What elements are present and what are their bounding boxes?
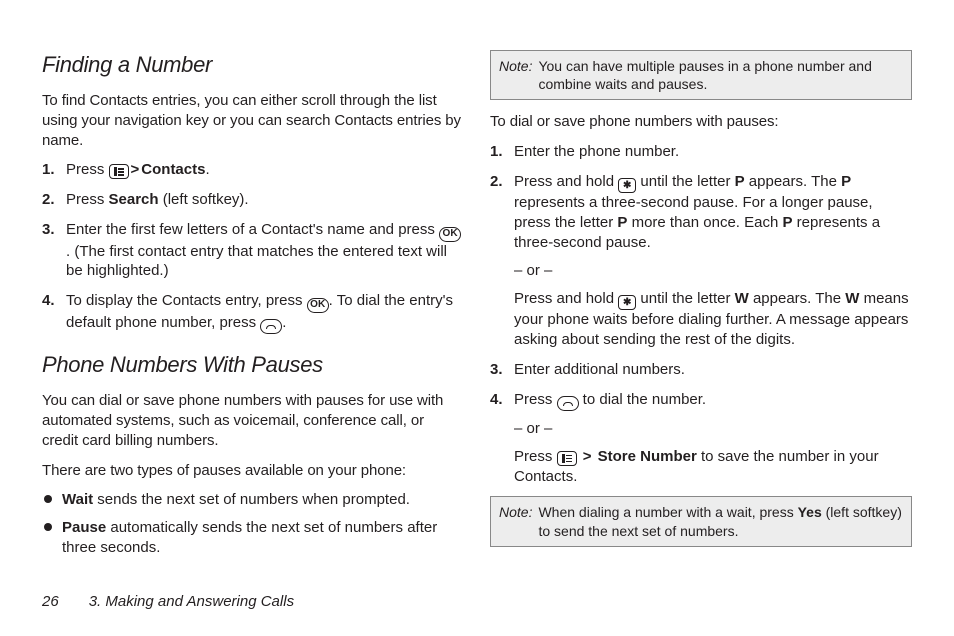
step-tail: . bbox=[282, 314, 286, 331]
w-letter: W bbox=[735, 290, 749, 307]
pause-types-list: Wait sends the next set of numbers when … bbox=[42, 490, 464, 557]
yes-bold: Yes bbox=[798, 504, 822, 520]
t: Press and hold bbox=[514, 290, 618, 307]
step-text: Enter the first few letters of a Contact… bbox=[66, 221, 439, 238]
step-text: Press bbox=[66, 191, 109, 208]
section-title: 3. Making and Answering Calls bbox=[89, 593, 294, 610]
page-footer: 26 3. Making and Answering Calls bbox=[42, 593, 294, 610]
list-item: Wait sends the next set of numbers when … bbox=[42, 490, 464, 510]
pause-rest: automatically sends the next set of numb… bbox=[62, 519, 437, 556]
steps-finding: 1. Press >Contacts. 2. Press Search (lef… bbox=[42, 160, 464, 334]
heading-pauses: Phone Numbers With Pauses bbox=[42, 350, 464, 379]
step-tail: . bbox=[205, 161, 209, 178]
note-label: Note: bbox=[499, 57, 532, 93]
note-text: When dialing a number with a wait, press… bbox=[538, 503, 903, 539]
list-item: Pause automatically sends the next set o… bbox=[42, 518, 464, 558]
note-box-1: Note: You can have multiple pauses in a … bbox=[490, 50, 912, 100]
step-num: 3. bbox=[490, 360, 503, 380]
w-letter: W bbox=[845, 290, 859, 307]
step-num: 4. bbox=[490, 390, 503, 410]
step-2: 2. Press Search (left softkey). bbox=[42, 190, 464, 210]
menu-key-icon bbox=[109, 164, 129, 179]
ok-key-icon: OK bbox=[307, 298, 329, 313]
page-number: 26 bbox=[42, 593, 59, 610]
breadcrumb-gt: > bbox=[583, 448, 592, 465]
step-1: 1. Enter the phone number. bbox=[490, 142, 912, 162]
t: appears. The bbox=[745, 173, 841, 190]
p-letter: P bbox=[841, 173, 851, 190]
step-num: 4. bbox=[42, 291, 55, 311]
step-text: Enter the phone number. bbox=[514, 143, 679, 160]
step-text: Press and hold bbox=[514, 173, 618, 190]
left-column: Finding a Number To find Contacts entrie… bbox=[42, 50, 464, 580]
or-separator: – or – bbox=[514, 419, 912, 439]
step-tail: (left softkey). bbox=[159, 191, 249, 208]
heading-finding-number: Finding a Number bbox=[42, 50, 464, 79]
pause-bold: Pause bbox=[62, 519, 106, 536]
page-columns: Finding a Number To find Contacts entrie… bbox=[42, 50, 912, 580]
step-text: To display the Contacts entry, press bbox=[66, 292, 307, 309]
note-text: You can have multiple pauses in a phone … bbox=[538, 57, 903, 93]
wait-rest: sends the next set of numbers when promp… bbox=[93, 491, 410, 508]
note-label: Note: bbox=[499, 503, 532, 539]
or-separator: – or – bbox=[514, 261, 912, 281]
step-num: 2. bbox=[42, 190, 55, 210]
search-bold: Search bbox=[109, 191, 159, 208]
star-key-icon: ✱ bbox=[618, 295, 636, 310]
t: Press bbox=[514, 391, 557, 408]
step-num: 1. bbox=[42, 160, 55, 180]
t: to dial the number. bbox=[579, 391, 707, 408]
menu-key-icon bbox=[557, 451, 577, 466]
p-letter: P bbox=[735, 173, 745, 190]
t: appears. The bbox=[749, 290, 845, 307]
t: more than once. Each bbox=[627, 214, 782, 231]
steps-dial-save: 1. Enter the phone number. 2. Press and … bbox=[490, 142, 912, 486]
step-3: 3. Enter additional numbers. bbox=[490, 360, 912, 380]
step-2: 2. Press and hold ✱ until the letter P a… bbox=[490, 172, 912, 350]
note-box-2: Note: When dialing a number with a wait,… bbox=[490, 496, 912, 546]
step-4: 4. Press to dial the number. – or – Pres… bbox=[490, 390, 912, 487]
step-num: 1. bbox=[490, 142, 503, 162]
breadcrumb-gt: > bbox=[131, 161, 140, 178]
step-num: 2. bbox=[490, 172, 503, 192]
step-3: 3. Enter the first few letters of a Cont… bbox=[42, 220, 464, 281]
ok-key-icon: OK bbox=[439, 227, 461, 242]
call-key-icon bbox=[557, 396, 579, 411]
contacts-bold: Contacts bbox=[141, 161, 205, 178]
step-text: Press bbox=[66, 161, 109, 178]
intro-finding: To find Contacts entries, you can either… bbox=[42, 91, 464, 150]
step-text: Enter additional numbers. bbox=[514, 361, 685, 378]
p-letter: P bbox=[783, 214, 793, 231]
step-1: 1. Press >Contacts. bbox=[42, 160, 464, 180]
step-tail: . (The first contact entry that matches … bbox=[66, 243, 447, 280]
t: until the letter bbox=[636, 173, 734, 190]
intro-dial-save: To dial or save phone numbers with pause… bbox=[490, 112, 912, 132]
star-key-icon: ✱ bbox=[618, 178, 636, 193]
store-number-bold: Store Number bbox=[598, 448, 697, 465]
intro-pauses: You can dial or save phone numbers with … bbox=[42, 391, 464, 450]
wait-bold: Wait bbox=[62, 491, 93, 508]
t: until the letter bbox=[636, 290, 734, 307]
t: When dialing a number with a wait, press bbox=[538, 504, 797, 520]
step-num: 3. bbox=[42, 220, 55, 240]
t: Press bbox=[514, 448, 557, 465]
pause-types-intro: There are two types of pauses available … bbox=[42, 461, 464, 481]
step-4: 4. To display the Contacts entry, press … bbox=[42, 291, 464, 334]
call-key-icon bbox=[260, 319, 282, 334]
p-letter: P bbox=[617, 214, 627, 231]
right-column: Note: You can have multiple pauses in a … bbox=[490, 50, 912, 580]
